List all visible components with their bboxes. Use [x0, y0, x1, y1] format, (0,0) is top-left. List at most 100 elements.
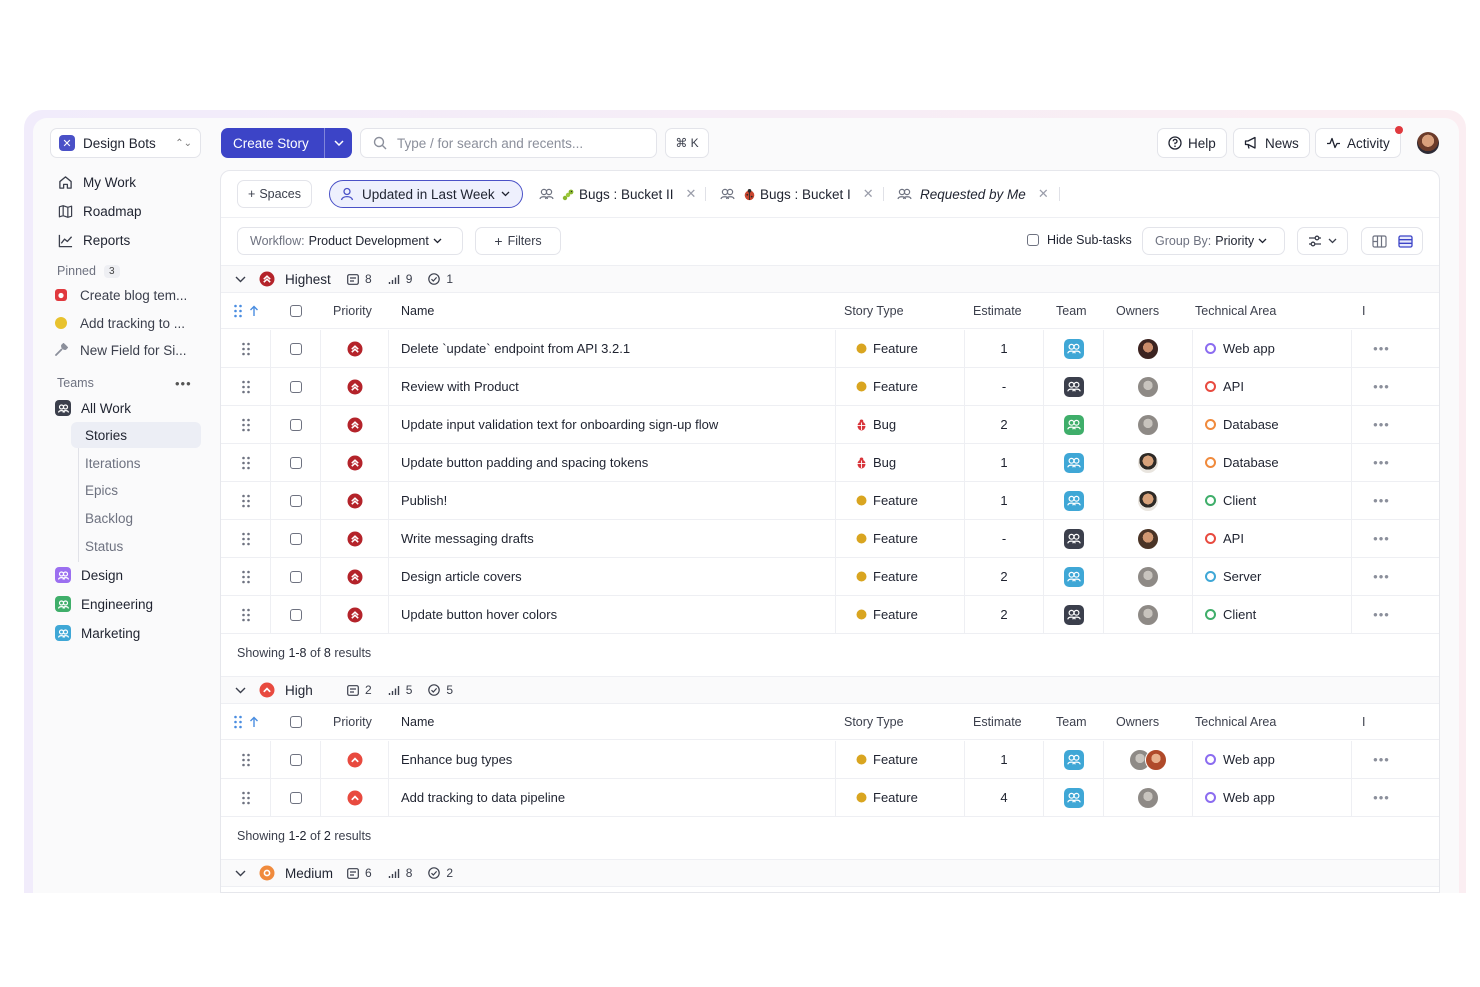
- column-header-owners[interactable]: Owners: [1116, 714, 1160, 729]
- story-row[interactable]: Publish! Feature 1 Client •••: [221, 482, 1439, 520]
- owners-cell[interactable]: [1104, 741, 1193, 778]
- team-all-work[interactable]: All Work: [55, 395, 205, 421]
- story-name[interactable]: Enhance bug types: [389, 741, 836, 778]
- chevron-down-icon[interactable]: [235, 276, 249, 283]
- story-type[interactable]: Feature: [836, 368, 965, 405]
- more-icon[interactable]: •••: [1373, 379, 1390, 394]
- chevron-down-icon[interactable]: [235, 687, 249, 694]
- drag-handle-icon[interactable]: [221, 293, 271, 328]
- column-header-name[interactable]: Name: [401, 303, 435, 318]
- group-header[interactable]: Highest 8 9 1: [221, 265, 1439, 293]
- spaces-button[interactable]: + Spaces: [237, 180, 313, 208]
- more-icon[interactable]: •••: [1373, 341, 1390, 356]
- team-design[interactable]: Design: [55, 562, 205, 588]
- story-row[interactable]: Review with Product Feature - API •••: [221, 368, 1439, 406]
- checkbox[interactable]: [289, 342, 302, 355]
- checkbox[interactable]: [289, 532, 302, 545]
- team-marketing[interactable]: Marketing: [55, 620, 205, 646]
- display-settings-button[interactable]: [1297, 227, 1348, 255]
- technical-area[interactable]: Database: [1193, 444, 1352, 481]
- checkbox[interactable]: [289, 753, 302, 766]
- view-tab[interactable]: Requested by Me ✕: [897, 180, 1049, 208]
- more-icon[interactable]: •••: [175, 376, 192, 391]
- avatar[interactable]: [1137, 786, 1159, 809]
- checkbox[interactable]: [290, 304, 302, 317]
- team-cell[interactable]: [1044, 406, 1104, 443]
- drag-handle-icon[interactable]: [221, 741, 271, 778]
- select-all-checkbox[interactable]: [271, 704, 321, 739]
- team-cell[interactable]: [1044, 520, 1104, 557]
- team-cell[interactable]: [1044, 779, 1104, 816]
- checkbox[interactable]: [289, 608, 302, 621]
- priority-highest-icon[interactable]: [321, 330, 389, 367]
- row-checkbox[interactable]: [271, 482, 321, 519]
- workflow-select[interactable]: Workflow: Product Development: [237, 227, 463, 255]
- priority-highest-icon[interactable]: [321, 444, 389, 481]
- team-engineering[interactable]: Engineering: [55, 591, 205, 617]
- owners-cell[interactable]: [1104, 520, 1193, 557]
- estimate[interactable]: 2: [965, 596, 1044, 633]
- story-name[interactable]: Design article covers: [389, 558, 836, 595]
- checkbox[interactable]: [289, 791, 302, 804]
- more-icon[interactable]: •••: [1373, 531, 1390, 546]
- estimate[interactable]: 4: [965, 779, 1044, 816]
- drag-handle-icon[interactable]: [221, 520, 271, 557]
- column-header-team[interactable]: Team: [1056, 714, 1087, 729]
- owners-cell[interactable]: [1104, 779, 1193, 816]
- pinned-item[interactable]: Create blog tem...: [53, 282, 208, 308]
- story-type[interactable]: Feature: [836, 558, 965, 595]
- group-header[interactable]: High 2 5 5: [221, 676, 1439, 704]
- priority-highest-icon[interactable]: [321, 368, 389, 405]
- view-tab[interactable]: Bugs : Bucket I ✕: [720, 180, 874, 208]
- board-view-icon[interactable]: [1371, 234, 1387, 248]
- story-type[interactable]: Feature: [836, 520, 965, 557]
- avatar[interactable]: [1137, 451, 1159, 474]
- story-row[interactable]: Enhance bug types Feature 1 Web app •••: [221, 741, 1439, 779]
- row-checkbox[interactable]: [271, 741, 321, 778]
- column-header-technical-area[interactable]: Technical Area: [1195, 303, 1277, 318]
- team-cell[interactable]: [1044, 558, 1104, 595]
- story-row[interactable]: Design article covers Feature 2 Server •…: [221, 558, 1439, 596]
- row-checkbox[interactable]: [271, 406, 321, 443]
- sort-up-icon[interactable]: [249, 305, 259, 317]
- team-cell[interactable]: [1044, 482, 1104, 519]
- close-icon[interactable]: ✕: [685, 186, 697, 201]
- estimate[interactable]: 1: [965, 330, 1044, 367]
- technical-area[interactable]: Server: [1193, 558, 1352, 595]
- sub-nav-backlog[interactable]: Backlog: [85, 510, 134, 526]
- sub-nav-epics[interactable]: Epics: [85, 482, 119, 498]
- checkbox[interactable]: [1027, 234, 1039, 246]
- row-checkbox[interactable]: [271, 444, 321, 481]
- checkbox[interactable]: [289, 456, 302, 469]
- sub-nav-iterations[interactable]: Iterations: [85, 455, 141, 471]
- close-icon[interactable]: ✕: [862, 186, 874, 201]
- team-cell[interactable]: [1044, 741, 1104, 778]
- row-checkbox[interactable]: [271, 368, 321, 405]
- news-button[interactable]: News: [1233, 128, 1310, 158]
- estimate[interactable]: 1: [965, 482, 1044, 519]
- column-header-truncated[interactable]: I: [1362, 303, 1367, 318]
- nav-reports[interactable]: Reports: [50, 227, 210, 253]
- story-row[interactable]: Write messaging drafts Feature - API •••: [221, 520, 1439, 558]
- owners-cell[interactable]: [1104, 558, 1193, 595]
- column-header-priority[interactable]: Priority: [333, 303, 372, 318]
- story-name[interactable]: Update button padding and spacing tokens: [389, 444, 836, 481]
- column-header-technical-area[interactable]: Technical Area: [1195, 714, 1277, 729]
- row-checkbox[interactable]: [271, 779, 321, 816]
- more-icon[interactable]: •••: [1373, 455, 1390, 470]
- avatar[interactable]: [1137, 489, 1159, 512]
- story-type[interactable]: Bug: [836, 406, 965, 443]
- priority-highest-icon[interactable]: [321, 558, 389, 595]
- technical-area[interactable]: Database: [1193, 406, 1352, 443]
- column-header-story-type[interactable]: Story Type: [844, 714, 904, 729]
- more-icon[interactable]: •••: [1373, 493, 1390, 508]
- more-icon[interactable]: •••: [1373, 790, 1390, 805]
- help-button[interactable]: Help: [1157, 128, 1227, 158]
- column-header-team[interactable]: Team: [1056, 303, 1087, 318]
- drag-handle-icon[interactable]: [221, 704, 271, 739]
- row-checkbox[interactable]: [271, 330, 321, 367]
- workspace-switcher[interactable]: ✕ Design Bots ⌃⌄: [50, 128, 201, 158]
- drag-handle-icon[interactable]: [221, 596, 271, 633]
- column-header-priority[interactable]: Priority: [333, 714, 372, 729]
- checkbox[interactable]: [290, 715, 302, 728]
